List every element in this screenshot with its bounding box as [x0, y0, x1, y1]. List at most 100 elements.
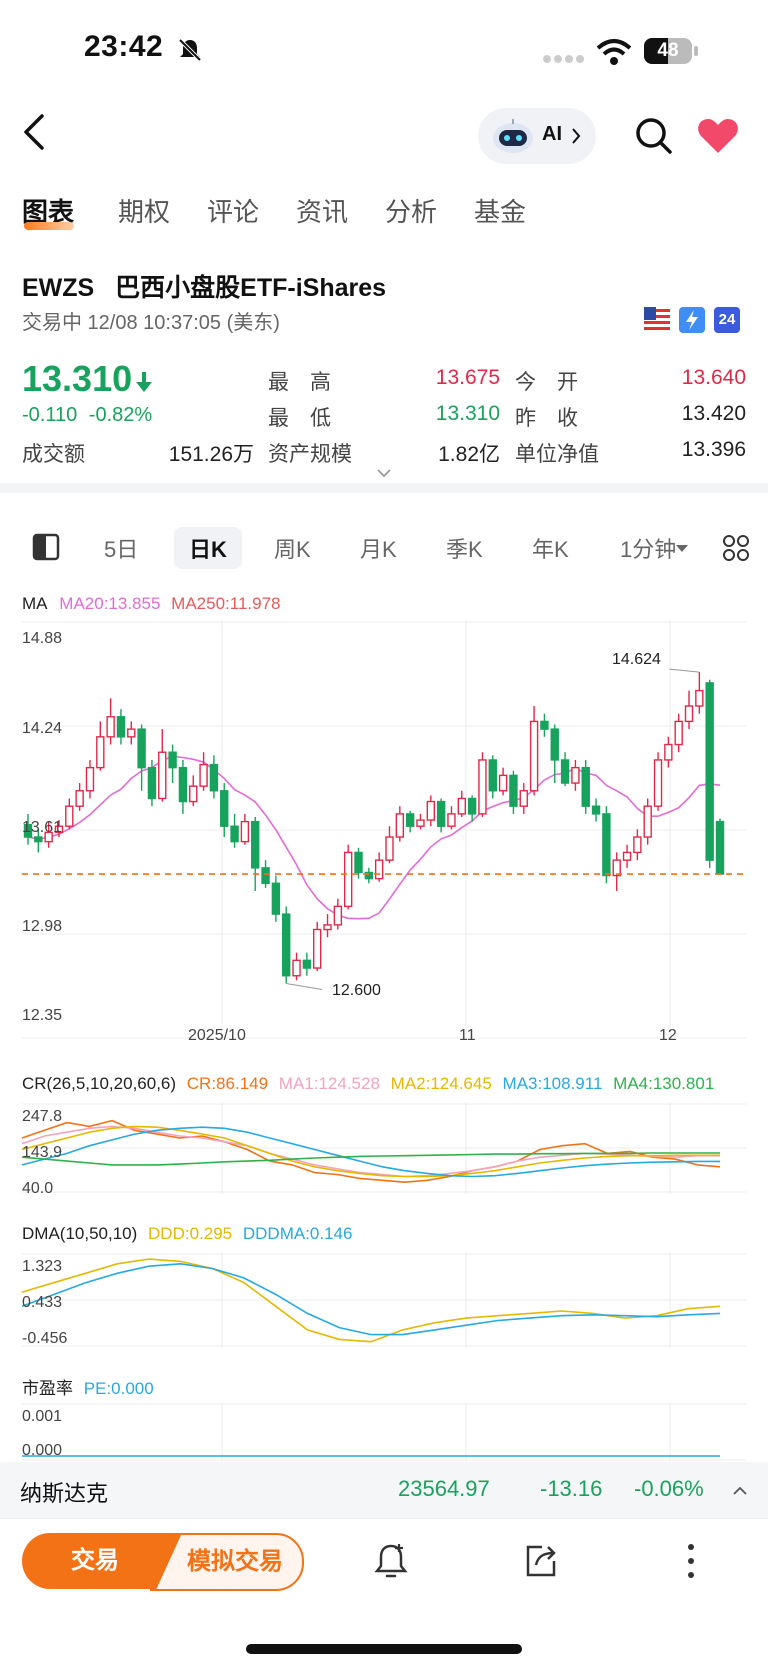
min-annotation: 12.600: [332, 982, 381, 999]
tab-active-indicator: [24, 222, 74, 230]
candle: [292, 959, 301, 977]
y-tick-4: 12.35: [22, 1007, 63, 1024]
security-name: 巴西小盘股ETF-iShares: [115, 274, 387, 302]
back-chevron-icon[interactable]: [20, 112, 50, 152]
favorite-heart-icon[interactable]: [696, 116, 740, 156]
trade-button[interactable]: 交易: [22, 1533, 182, 1589]
pe-chart[interactable]: [0, 1402, 768, 1462]
cr-chart[interactable]: [0, 1102, 768, 1194]
candle: [560, 759, 570, 784]
candle: [312, 928, 322, 969]
series-line-ma3: [21, 1126, 720, 1178]
pe-y-tick-0: 0.001: [22, 1408, 63, 1425]
series-line-ma1: [21, 1125, 720, 1178]
candle: [633, 836, 642, 854]
period-quarterly[interactable]: 季K: [446, 537, 483, 562]
candle: [54, 825, 64, 834]
battery-cap: [694, 46, 698, 56]
x-tick-0: 2025/10: [188, 1027, 246, 1044]
x-tick-2: 12: [659, 1027, 677, 1044]
dma-legend: DMA(10,50,10) DDD:0.295 DDDMA:0.146: [22, 1224, 352, 1244]
candle: [178, 766, 188, 803]
candle: [447, 813, 456, 827]
chevron-right-icon: [572, 128, 581, 144]
candle: [529, 720, 539, 792]
wifi-icon: [596, 39, 632, 65]
tab-bar: 图表 期权 评论 资讯 分析 基金: [0, 184, 768, 244]
min-leader-line: [286, 982, 323, 990]
index-change: -13.16: [540, 1476, 603, 1501]
price-alert-bell-icon[interactable]: [372, 1541, 410, 1581]
share-icon[interactable]: [522, 1541, 560, 1581]
index-name: 纳斯达克: [20, 1481, 109, 1506]
period-5d[interactable]: 5日: [104, 537, 139, 562]
candle: [653, 759, 663, 807]
pe-legend: 市盈率 PE:0.000: [22, 1374, 154, 1399]
turnover-value: 151.26万: [168, 443, 254, 466]
mute-bell-icon: [178, 38, 202, 62]
candle: [158, 751, 167, 800]
ai-assistant-button[interactable]: AI: [478, 108, 596, 164]
y-tick-2: 13.61: [22, 819, 63, 836]
ma250-value: MA250:11.978: [171, 594, 281, 613]
dropdown-caret-icon: [676, 545, 688, 552]
pe-value: PE:0.000: [83, 1379, 154, 1398]
candle: [189, 785, 198, 803]
aum-label: 资产规模: [268, 443, 352, 466]
level2-badge: [679, 307, 705, 333]
home-indicator: [246, 1644, 522, 1654]
cr-legend: CR(26,5,10,20,60,6) CR:86.149 MA1:124.52…: [22, 1074, 714, 1094]
ai-label: AI: [542, 123, 562, 145]
candle: [591, 805, 601, 815]
cr-ma4-value: MA4:130.801: [613, 1074, 715, 1093]
battery-icon: 48: [644, 38, 692, 64]
aum-value: 1.82亿: [438, 443, 500, 466]
dma-chart[interactable]: [0, 1252, 768, 1348]
y-tick-0: 14.88: [22, 630, 63, 647]
candle: [96, 736, 105, 769]
sim-trade-label: 模拟交易: [187, 1548, 283, 1575]
candle: [323, 924, 332, 931]
candle: [467, 797, 477, 815]
more-options-icon[interactable]: [686, 1541, 696, 1581]
search-icon[interactable]: [634, 116, 674, 156]
period-monthly[interactable]: 月K: [360, 537, 397, 562]
expand-chevron-icon[interactable]: [376, 468, 392, 478]
candle: [715, 820, 725, 875]
last-price: 13.310: [22, 358, 132, 400]
layout-toggle-icon[interactable]: [32, 533, 60, 561]
candle: [684, 705, 694, 723]
ticker: EWZS: [22, 274, 95, 302]
cr-y-tick-0: 247.8: [22, 1108, 63, 1125]
battery-level: 48: [657, 40, 679, 61]
chevron-up-icon[interactable]: [732, 1486, 748, 1496]
candle: [457, 797, 466, 815]
lightning-icon: [686, 310, 698, 330]
period-weekly[interactable]: 周K: [274, 537, 311, 562]
us-flag-icon: [644, 307, 670, 333]
period-yearly[interactable]: 年K: [532, 537, 569, 562]
tab-analysis[interactable]: 分析: [385, 197, 438, 227]
period-daily[interactable]: 日K: [189, 537, 227, 562]
dma-y-tick-1: 0.433: [22, 1294, 63, 1311]
index-ticker-bar[interactable]: 纳斯达克 23564.97 -13.16 -0.06%: [0, 1462, 768, 1518]
grid-menu-icon[interactable]: [722, 534, 750, 562]
candle: [343, 851, 353, 908]
low-label: 最 低: [268, 407, 331, 430]
tab-comments[interactable]: 评论: [207, 197, 260, 227]
tab-fund[interactable]: 基金: [474, 197, 527, 227]
tab-news[interactable]: 资讯: [296, 197, 349, 227]
high-label: 最 高: [268, 371, 331, 394]
candle: [478, 759, 487, 815]
candle: [509, 774, 518, 807]
candlestick-chart[interactable]: [0, 620, 768, 1040]
status-bar: 23:42 48: [0, 0, 768, 100]
candle: [209, 763, 219, 792]
candle: [282, 913, 291, 977]
ma20-line: [27, 755, 721, 920]
tab-options[interactable]: 期权: [118, 197, 171, 227]
open-label: 今 开: [515, 371, 578, 394]
bottom-action-bar: 模拟交易 交易: [0, 1518, 768, 1666]
pe-y-tick-1: 0.000: [22, 1442, 63, 1459]
period-1min[interactable]: 1分钟: [620, 537, 677, 562]
